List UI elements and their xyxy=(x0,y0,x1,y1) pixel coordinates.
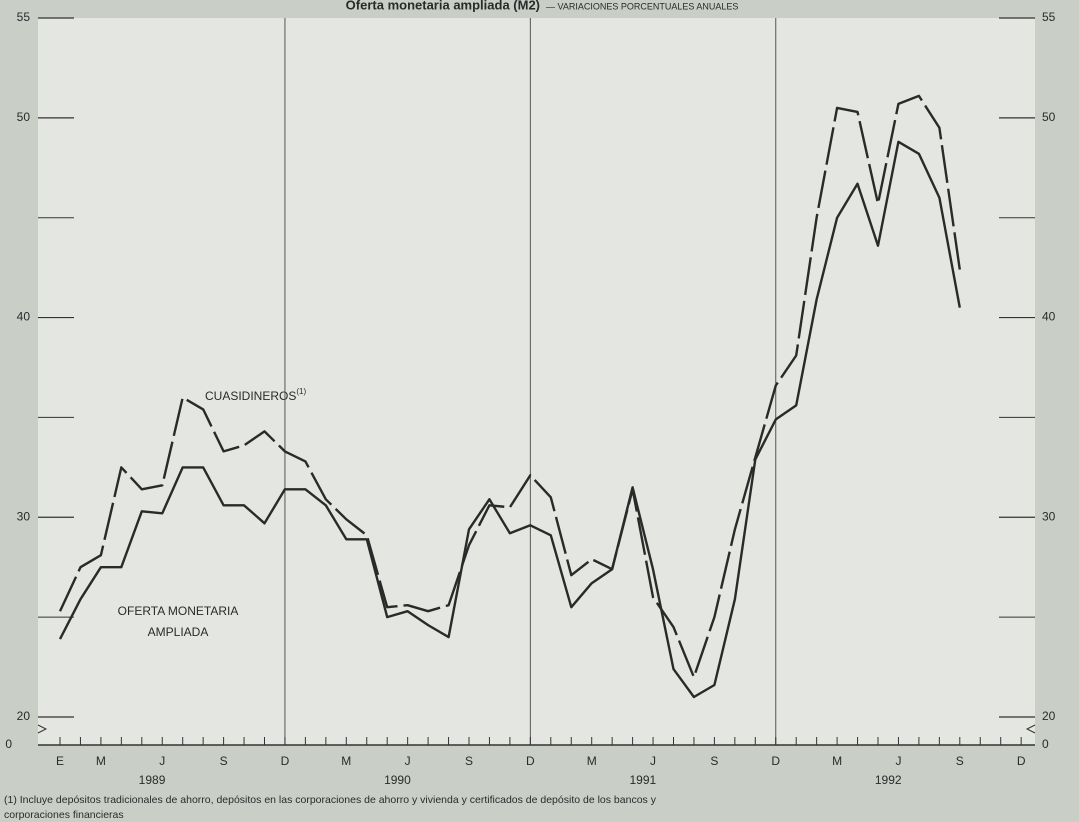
year-label: 1991 xyxy=(629,773,656,787)
footnote: corporaciones financieras xyxy=(4,809,124,821)
x-tick-label: J xyxy=(650,754,656,768)
x-tick-label: J xyxy=(405,754,411,768)
x-tick-label: M xyxy=(96,754,106,768)
note-ref: (1) xyxy=(296,387,306,396)
y-tick-label: 40 xyxy=(1042,310,1056,324)
series-line xyxy=(58,140,961,699)
x-tick-label: S xyxy=(220,754,228,768)
series-label: CUASIDINEROS(1) xyxy=(205,387,306,403)
series-line xyxy=(58,94,961,679)
x-tick-label: D xyxy=(526,754,535,768)
x-tick-label: J xyxy=(159,754,165,768)
y-tick-label: 55 xyxy=(1042,10,1056,24)
x-tick-label: D xyxy=(771,754,780,768)
y-tick-label: 20 xyxy=(17,709,31,723)
y-tick-label: 40 xyxy=(17,310,31,324)
x-tick-label: S xyxy=(465,754,473,768)
y-tick-label: 50 xyxy=(17,110,31,124)
axis-break xyxy=(37,724,1036,734)
y-break-label: 0 xyxy=(1042,737,1049,751)
footnote: (1) Incluye depósitos tradicionales de a… xyxy=(4,794,657,806)
x-tick-label: M xyxy=(341,754,351,768)
y-tick-label: 30 xyxy=(17,509,31,523)
year-label: 1992 xyxy=(875,773,902,787)
x-tick-label: S xyxy=(710,754,718,768)
y-tick-label: 55 xyxy=(17,10,31,24)
series-name: CUASIDINEROS xyxy=(205,389,296,403)
y-tick-label: 20 xyxy=(1042,709,1056,723)
x-tick-label: E xyxy=(56,754,64,768)
x-tick-label: S xyxy=(956,754,964,768)
x-tick-label: D xyxy=(1017,754,1026,768)
x-tick-label: M xyxy=(832,754,842,768)
year-label: 1989 xyxy=(139,773,166,787)
year-label: 1990 xyxy=(384,773,411,787)
y-tick-label: 30 xyxy=(1042,509,1056,523)
chart-subtitle: — VARIACIONES PORCENTUALES ANUALES xyxy=(546,1,738,11)
series-label: OFERTA MONETARIA xyxy=(118,604,239,618)
series-label: AMPLIADA xyxy=(148,625,209,639)
y-break-label: 0 xyxy=(5,737,12,751)
x-tick-label: D xyxy=(281,754,290,768)
x-tick-label: M xyxy=(587,754,597,768)
x-tick-label: J xyxy=(895,754,901,768)
y-tick-label: 50 xyxy=(1042,110,1056,124)
plot-area xyxy=(38,18,1035,745)
chart-title: Oferta monetaria ampliada (M2) xyxy=(346,0,540,12)
